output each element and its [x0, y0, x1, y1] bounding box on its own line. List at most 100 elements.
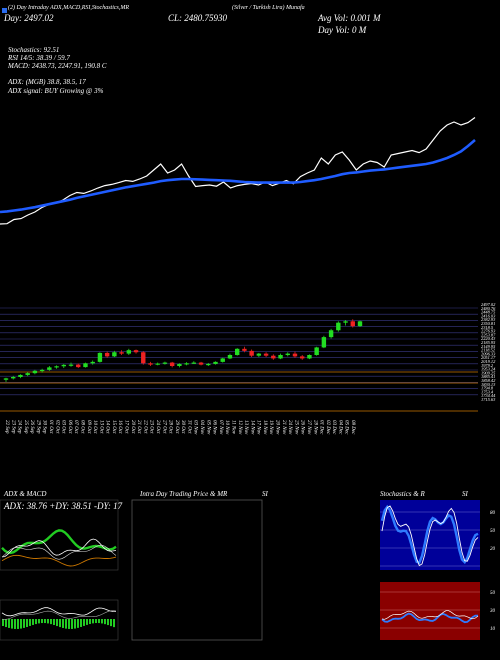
candle-body	[213, 361, 218, 364]
macd-histogram-bar	[65, 619, 67, 629]
x-tick-label: 10 Oct	[92, 420, 97, 434]
candle-body	[39, 369, 45, 372]
rsi-readout: RSI 14/5: 38.39 / 59.7	[8, 54, 70, 62]
macd-histogram-bar	[38, 619, 40, 624]
candle-body	[285, 353, 290, 355]
x-tick-label: 08 Dec	[350, 420, 355, 435]
x-tick-label: 26 Sep	[29, 420, 34, 434]
candle-body	[25, 373, 30, 375]
macd-signal-line	[1, 610, 117, 620]
macd-histogram-bar	[107, 619, 109, 626]
x-tick-label: 29 Sep	[35, 420, 40, 434]
y-tick-label: 1734.44	[481, 393, 496, 398]
candle-body	[242, 348, 247, 351]
x-tick-label: 07 Oct	[73, 420, 78, 434]
y-tick-label: 2185.95	[481, 340, 496, 345]
candle-body	[328, 330, 334, 338]
stoch-panel-bg	[380, 500, 480, 570]
x-tick-label: 04 Dec	[337, 420, 342, 435]
x-tick-label: 23 Sep	[10, 420, 15, 434]
macd-histogram-bar	[5, 619, 7, 628]
candle-body	[307, 355, 312, 359]
y-tick-label: 2350.81	[481, 321, 495, 326]
adx-readout: ADX: (MGB) 38.8, 38.5, 17	[8, 78, 86, 86]
y-tick-label: 1753.4	[481, 389, 494, 394]
y-tick-label: 1715.63	[481, 397, 496, 402]
intraday-panel-title: Intra Day Trading Price & MR	[140, 490, 228, 498]
macd-histogram-bar	[56, 619, 58, 627]
x-tick-label: 02 Dec	[325, 420, 330, 435]
y-tick-label: 1885.41	[481, 374, 495, 379]
candle-body	[76, 364, 81, 368]
intraday-panel-si: SI	[262, 490, 268, 498]
x-tick-label: 10 Nov	[224, 420, 229, 435]
x-tick-label: 09 Oct	[86, 420, 91, 434]
candle-body	[278, 355, 283, 359]
x-tick-label: 25 Sep	[23, 420, 28, 434]
macd-histogram-bar	[44, 619, 46, 624]
y-tick-label: 2382.93	[481, 317, 496, 322]
macd-histogram-bar	[86, 619, 88, 625]
y-tick-label: 2118.52	[481, 348, 496, 353]
macd-histogram-bar	[17, 619, 19, 629]
candle-body	[343, 321, 348, 323]
x-tick-label: 14 Oct	[105, 420, 110, 434]
x-tick-label: 20 Oct	[130, 420, 135, 434]
x-tick-label: 24 Nov	[287, 420, 292, 435]
x-tick-label: 03 Oct	[61, 420, 66, 434]
day-label: Day: 2497.02	[4, 13, 54, 23]
macd-line	[1, 607, 117, 617]
candle-body	[234, 348, 240, 355]
candle-body	[177, 363, 182, 366]
rsi-tick-label: 50	[490, 591, 496, 596]
y-tick-label: 1953.24	[481, 367, 496, 372]
macd-histogram-bar	[110, 619, 112, 627]
macd-histogram-bar	[2, 619, 4, 626]
stoch-d-line	[381, 505, 479, 567]
macd-histogram-bar	[50, 619, 52, 625]
macd-histogram-bar	[35, 619, 37, 625]
macd-histogram-bar	[14, 619, 16, 629]
y-tick-label: 1794.8	[481, 386, 494, 391]
candle-body	[206, 363, 211, 366]
x-tick-label: 08 Oct	[79, 420, 84, 434]
macd-histogram-bar	[32, 619, 34, 625]
rsi-tick-label: 30	[490, 609, 496, 614]
y-tick-label: 2497.02	[481, 302, 496, 307]
candle-body	[133, 350, 139, 353]
macd-histogram-bar	[83, 619, 85, 626]
y-tick-label: 2416.03	[481, 313, 496, 318]
candle-body	[184, 363, 189, 365]
macd-histogram-bar	[59, 619, 61, 628]
header-line1: (2) Day Intraday ADX,MACD,RSI,Stochastic…	[8, 5, 130, 11]
candle-body	[321, 337, 327, 348]
x-tick-label: 29 Oct	[174, 420, 179, 434]
x-tick-label: 21 Nov	[281, 420, 286, 435]
stoch-tick-label: 50	[490, 529, 496, 534]
candle-body	[32, 370, 38, 374]
x-tick-label: 03 Dec	[331, 420, 336, 435]
x-tick-label: 23 Oct	[149, 420, 154, 434]
candle-body	[18, 374, 23, 377]
candle-body	[162, 362, 168, 364]
x-tick-label: 05 Dec	[344, 420, 349, 435]
candle-body	[300, 356, 305, 359]
stoch-tick-label: 20	[490, 547, 496, 552]
candle-body	[256, 353, 262, 356]
x-tick-label: 20 Nov	[275, 420, 280, 435]
macd-histogram-bar	[98, 619, 100, 624]
candle-body	[198, 362, 204, 365]
x-tick-label: 02 Oct	[54, 420, 59, 434]
candle-body	[357, 321, 363, 327]
y-tick-label: 2480.76	[481, 306, 496, 311]
x-tick-label: 27 Nov	[306, 420, 311, 435]
legend-swatch	[2, 8, 7, 13]
x-tick-label: 04 Nov	[199, 420, 204, 435]
candle-body	[54, 366, 59, 368]
macd-histogram-bar	[101, 619, 103, 624]
candle-body	[3, 378, 9, 380]
candle-body	[350, 321, 355, 327]
intraday-panel-frame	[131, 499, 263, 641]
y-tick-label: 2448.75	[481, 310, 496, 315]
